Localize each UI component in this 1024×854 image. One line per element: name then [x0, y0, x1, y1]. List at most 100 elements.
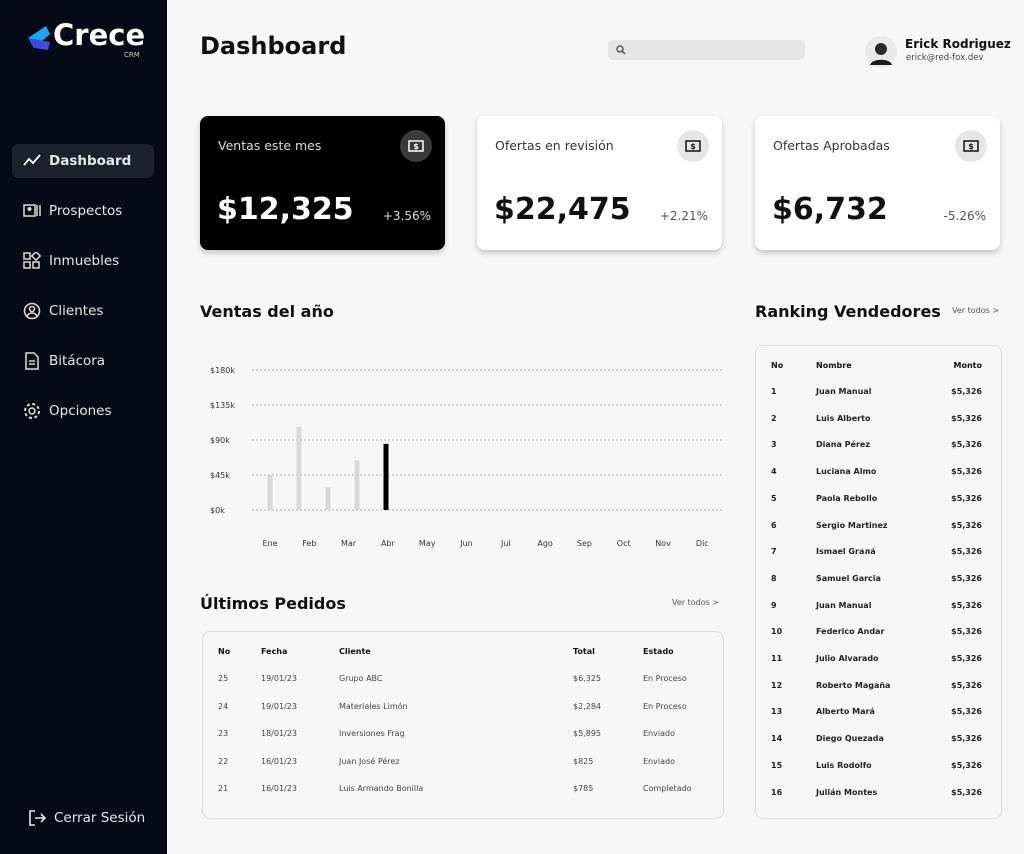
page-title: Dashboard — [200, 32, 347, 60]
x-tick-label: Oct — [617, 539, 631, 548]
kpi-icon: $ — [955, 130, 987, 162]
svg-text:$: $ — [968, 142, 974, 151]
kpi-change: -5.26% — [943, 209, 986, 223]
kpi-label: Ofertas Aprobadas — [773, 138, 890, 153]
kpi-icon: $ — [400, 130, 432, 162]
table-cell: 1 — [771, 387, 777, 396]
y-tick-label: $0k — [210, 506, 225, 515]
ranking-table: No Nombre Monto 1 Juan Manual $5,326 2 Luis Alb… — [755, 345, 1002, 819]
sales-chart: $0k $45k $90k $135k $180k Ene Feb Mar Abr May Jun J… — [210, 366, 722, 548]
table-cell: $5,326 — [951, 387, 982, 396]
kpi-value: $6,732 — [772, 192, 888, 227]
table-cell: $785 — [573, 784, 594, 793]
nav-label: Dashboard — [49, 153, 132, 169]
x-tick-label: Feb — [302, 539, 316, 548]
money-icon: $ — [408, 140, 424, 152]
table-cell: Inversiones Frag — [339, 729, 405, 738]
svg-text:$: $ — [690, 142, 696, 151]
table-cell: $5,326 — [951, 467, 982, 477]
nav-label: Prospectos — [49, 203, 123, 219]
bar — [383, 443, 389, 510]
kpi-value: $12,325 — [217, 192, 354, 227]
logout[interactable]: Cerrar Sesión — [28, 809, 145, 827]
table-cell: 19/01/23 — [261, 674, 297, 683]
table-cell: Juan Manual — [816, 600, 872, 610]
column-header: No — [218, 647, 231, 656]
table-cell: $5,326 — [951, 707, 982, 717]
nav-item[interactable]: Bitácora — [12, 344, 154, 378]
table-cell: 11 — [771, 654, 783, 663]
table-cell: 14 — [771, 734, 783, 744]
ranking-link[interactable]: Ver todos > — [952, 306, 1000, 315]
table-cell: Paola Rebollo — [816, 493, 878, 503]
nav-item[interactable]: Dashboard — [12, 144, 154, 178]
x-tick-label: Nov — [655, 539, 671, 548]
column-header: Nombre — [816, 361, 852, 370]
nav-label: Bitácora — [49, 353, 106, 369]
x-tick-label: Abr — [381, 539, 396, 548]
orders-link[interactable]: Ver todos > — [672, 598, 720, 607]
table-cell: Completado — [643, 784, 692, 793]
table-cell: $5,326 — [951, 654, 982, 663]
bar — [296, 426, 302, 510]
nav-icon — [23, 252, 41, 269]
orders-title: Últimos Pedidos — [200, 594, 346, 613]
nav-item[interactable]: Clientes — [12, 294, 154, 328]
table-cell: Federico Andar — [816, 627, 885, 637]
table-cell: Julio Alvarado — [816, 654, 879, 663]
table-cell: 24 — [218, 701, 229, 711]
chart-title: Ventas del año — [200, 302, 334, 321]
table-cell: Sergio Martinez — [816, 520, 888, 530]
table-cell: Alberto Mará — [816, 707, 875, 717]
avatar[interactable] — [865, 36, 897, 68]
table-cell: 4 — [771, 467, 777, 477]
column-header: Fecha — [261, 647, 288, 656]
logout-label: Cerrar Sesión — [54, 810, 146, 826]
table-cell: $5,326 — [951, 787, 982, 797]
table-cell: Grupo ABC — [339, 674, 383, 683]
y-tick-label: $90k — [210, 436, 230, 445]
search-box[interactable] — [608, 40, 805, 60]
nav-label: Clientes — [49, 303, 104, 319]
logout-icon — [29, 810, 46, 826]
bar — [267, 475, 273, 510]
table-cell: $2,284 — [573, 701, 601, 711]
bar — [325, 487, 331, 510]
table-cell: $5,326 — [951, 600, 982, 610]
table-cell: 25 — [218, 674, 229, 683]
y-tick-label: $135k — [210, 401, 235, 410]
table-cell: Diana Pérez — [816, 440, 870, 450]
x-tick-label: Jul — [500, 539, 511, 548]
table-cell: Materiales Limón — [339, 701, 408, 711]
table-cell: $6,325 — [573, 674, 601, 683]
money-icon: $ — [963, 140, 979, 152]
nav-icon — [23, 154, 41, 166]
kpi-value: $22,475 — [494, 192, 631, 227]
column-header: Total — [573, 647, 595, 656]
nav-icon — [24, 403, 40, 419]
table-cell: $5,326 — [951, 734, 982, 744]
table-cell: $5,326 — [951, 493, 982, 503]
table-cell: 13 — [771, 707, 783, 717]
kpi-icon: $ — [677, 130, 709, 162]
table-cell: Juan Manual — [816, 387, 872, 396]
y-tick-label: $45k — [210, 471, 230, 480]
table-cell: Diego Quezada — [816, 734, 884, 744]
table-cell: Ismael Graлá — [816, 547, 876, 557]
nav-item[interactable]: Prospectos — [12, 194, 154, 228]
x-tick-label: Sep — [577, 539, 592, 548]
sidebar: Crece CRM Cerrar Sesión Dashboard Prospec… — [0, 0, 167, 854]
table-cell: 16 — [771, 787, 783, 797]
brand: Crece — [53, 18, 146, 52]
x-tick-label: Mar — [341, 539, 357, 548]
table-cell: En Proceso — [643, 701, 687, 711]
kpi-label: Ofertas en revisión — [495, 138, 614, 153]
table-cell: $5,326 — [951, 680, 982, 690]
nav-icon — [23, 204, 41, 217]
nav-item[interactable]: Opciones — [12, 394, 154, 428]
table-cell: $825 — [573, 756, 594, 766]
nav-item[interactable]: Inmuebles — [12, 244, 154, 278]
logo-mark — [28, 26, 50, 50]
